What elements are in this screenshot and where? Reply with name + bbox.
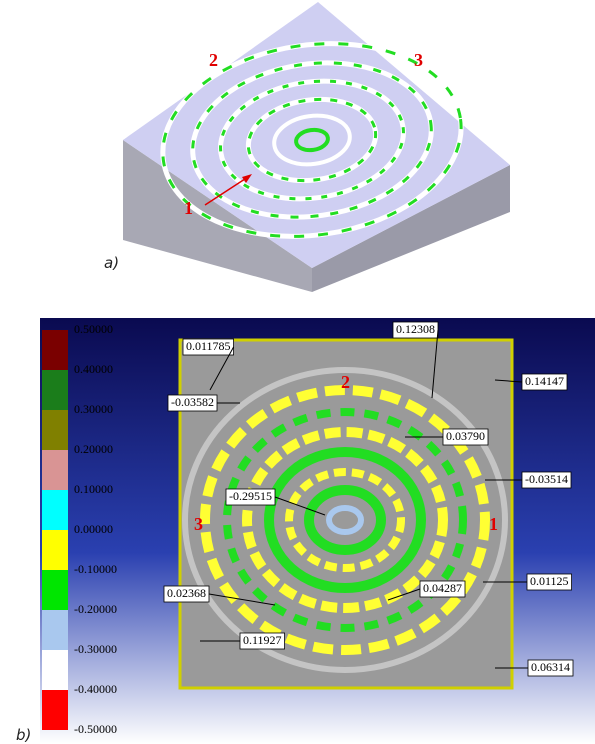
legend-swatch [42,330,68,370]
legend-label: -0.30000 [74,642,117,656]
legend-swatch [42,410,68,450]
callout-label: 0.12308 [396,322,435,336]
legend-label: 0.40000 [74,362,113,376]
marker: 1 [489,514,498,534]
callout-label: 0.011785 [186,339,231,353]
legend-label: 0.50000 [74,322,113,336]
callout-label: 0.01125 [530,574,569,588]
legend-swatch [42,650,68,690]
page: 1 2 3 a) 0.50000 0.40000 0.30000 0.20000 0.1… [0,0,595,744]
callout-label: -0.03582 [171,395,214,409]
legend-swatch [42,570,68,610]
marker: 3 [194,514,203,534]
callout-label: 0.03790 [446,429,485,443]
marker: 1 [184,198,193,218]
marker: 2 [341,372,350,392]
callout-label: 0.14147 [525,374,564,388]
legend-label: 0.00000 [74,522,113,536]
callout-label: 0.04287 [423,581,462,595]
marker: 2 [209,50,218,70]
legend-swatch [42,530,68,570]
legend-swatch [42,490,68,530]
panel-a-render [123,2,510,292]
marker: 3 [414,50,423,70]
callout-label: 0.02368 [167,586,206,600]
legend-label: -0.50000 [74,722,117,736]
legend-swatch [42,690,68,730]
callout-label: -0.03514 [525,472,568,486]
legend-label: 0.10000 [74,482,113,496]
figure: 1 2 3 a) 0.50000 0.40000 0.30000 0.20000 0.1… [0,0,595,744]
legend-label: -0.20000 [74,602,117,616]
legend-label: -0.10000 [74,562,117,576]
legend-swatch [42,450,68,490]
callout-label: 0.06314 [531,660,570,674]
legend-swatch [42,370,68,410]
legend-label: 0.20000 [74,442,113,456]
callout-label: 0.11927 [243,633,282,647]
legend-label: 0.30000 [74,402,113,416]
deviation-map [180,340,512,688]
callout-label: -0.29515 [229,489,272,503]
legend-label: -0.40000 [74,682,117,696]
panel-label: b) [16,726,31,744]
panel-label: a) [104,254,119,272]
legend-swatch [42,610,68,650]
